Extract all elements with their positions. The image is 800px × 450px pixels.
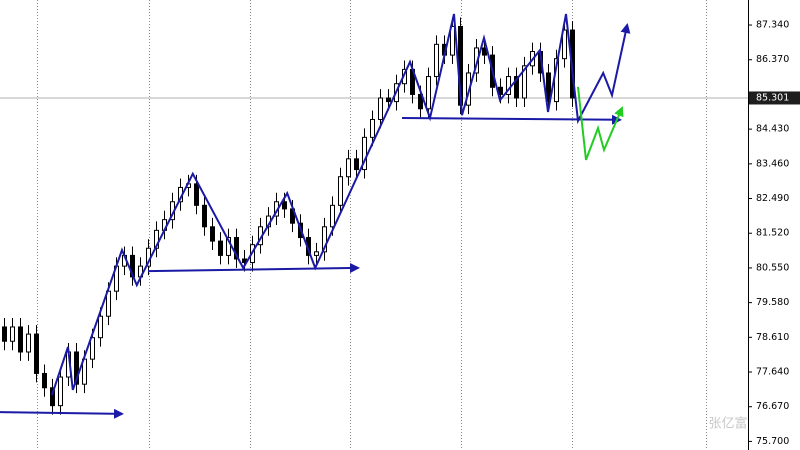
candle-body [226,237,231,256]
y-tick-label: 82.490 [756,193,789,204]
candle-body [418,93,423,110]
candle-body [194,183,199,206]
current-price-label: 85.301 [756,92,789,103]
y-tick-label: 86.370 [756,54,789,65]
candle-body [90,337,95,360]
candle-body [354,158,359,171]
candle-body [2,326,7,342]
trend-line [147,263,360,274]
candle-body [434,43,439,78]
candle-body [282,201,287,210]
candle-body [34,333,39,374]
candle-body [10,326,15,342]
y-tick-label: 83.460 [756,158,789,169]
trend-line [51,13,631,396]
candle-body [218,240,223,256]
y-tick-label: 79.580 [756,297,789,308]
trend-line [0,408,124,419]
y-tick-label: 75.700 [756,436,789,447]
y-tick-label: 87.340 [756,20,789,31]
candle-body [322,226,327,253]
y-tick-label: 84.430 [756,124,789,135]
candle-body [338,176,343,206]
candle-body [202,204,207,228]
y-tick-label: 77.640 [756,367,789,378]
candle-body [18,326,23,353]
candle-body [58,376,63,407]
candle-body [450,25,455,56]
candle-body [314,251,319,256]
candle-body [370,118,375,138]
candle-body [386,97,391,103]
candle-body [74,351,79,385]
candle-body [362,136,367,171]
candle-body [514,76,519,99]
trend-line [577,86,624,161]
current-price-box [749,91,800,105]
candle-body [210,226,215,242]
candle-body [26,333,31,353]
trend-line [401,114,622,125]
y-tick-label: 81.520 [756,228,789,239]
y-tick-label: 78.610 [756,332,789,343]
candle-body [98,315,103,339]
candle-body [346,158,351,178]
price-axis [748,0,800,450]
candle-body [330,204,335,228]
candle-body [546,72,551,103]
plot-area [0,0,748,450]
candle-body [562,29,567,60]
y-tick-label: 76.670 [756,401,789,412]
candle-body [42,372,47,389]
candle-body [234,237,239,260]
watermark: 张亿富 [708,416,747,432]
candle-body [50,387,55,407]
candle-body [378,97,383,120]
y-tick-label: 80.550 [756,262,789,273]
candle-body [522,65,527,99]
candle-body [154,229,159,249]
candle-body [426,76,431,110]
